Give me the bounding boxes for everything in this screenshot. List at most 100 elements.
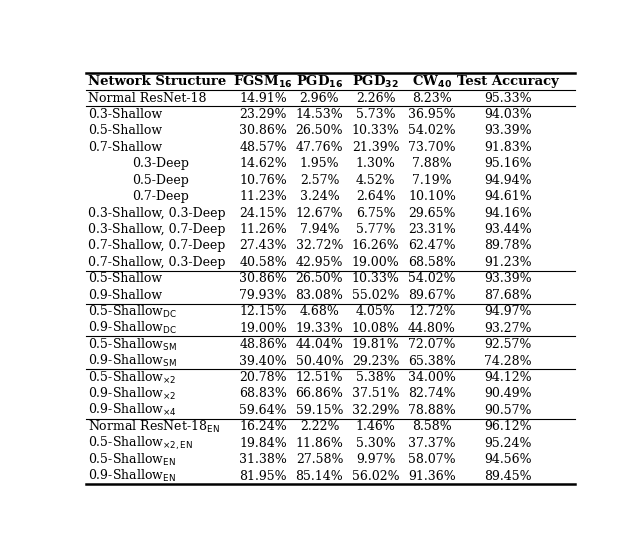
Text: 12.15%: 12.15%	[239, 305, 287, 318]
Text: 19.33%: 19.33%	[296, 322, 343, 335]
Text: 5.38%: 5.38%	[356, 371, 396, 384]
Text: 12.51%: 12.51%	[296, 371, 343, 384]
Text: 34.00%: 34.00%	[408, 371, 456, 384]
Text: 16.24%: 16.24%	[239, 420, 287, 433]
Text: 0.5-Shallow$_{\mathrm{SM}}$: 0.5-Shallow$_{\mathrm{SM}}$	[88, 336, 177, 353]
Text: 48.57%: 48.57%	[239, 141, 287, 154]
Text: 40.58%: 40.58%	[239, 256, 287, 269]
Text: 37.37%: 37.37%	[408, 437, 456, 450]
Text: 65.38%: 65.38%	[408, 355, 456, 368]
Text: 0.5-Shallow: 0.5-Shallow	[88, 124, 162, 138]
Text: 39.40%: 39.40%	[239, 355, 287, 368]
Text: 0.5-Shallow$_{\mathrm{EN}}$: 0.5-Shallow$_{\mathrm{EN}}$	[88, 452, 175, 468]
Text: 29.65%: 29.65%	[408, 207, 456, 220]
Text: 14.62%: 14.62%	[239, 157, 287, 170]
Text: PGD$_{\mathbf{32}}$: PGD$_{\mathbf{32}}$	[352, 73, 399, 90]
Text: 26.50%: 26.50%	[296, 272, 343, 286]
Text: 0.9-Shallow$_{\mathrm{SM}}$: 0.9-Shallow$_{\mathrm{SM}}$	[88, 353, 177, 369]
Text: 3.24%: 3.24%	[300, 190, 339, 203]
Text: 0.9-Shallow$_{\mathrm{EN}}$: 0.9-Shallow$_{\mathrm{EN}}$	[88, 468, 175, 484]
Text: 11.23%: 11.23%	[239, 190, 287, 203]
Text: 0.5-Shallow$_{\mathrm{×2}}$: 0.5-Shallow$_{\mathrm{×2}}$	[88, 369, 177, 386]
Text: 68.83%: 68.83%	[239, 387, 287, 401]
Text: 94.16%: 94.16%	[484, 207, 532, 220]
Text: 0.5-Shallow$_{\mathrm{DC}}$: 0.5-Shallow$_{\mathrm{DC}}$	[88, 304, 177, 320]
Text: 5.77%: 5.77%	[356, 223, 396, 236]
Text: 27.43%: 27.43%	[239, 239, 287, 253]
Text: 26.50%: 26.50%	[296, 124, 343, 138]
Text: 50.40%: 50.40%	[296, 355, 343, 368]
Text: 10.33%: 10.33%	[352, 124, 399, 138]
Text: 0.9-Shallow$_{\mathrm{×2}}$: 0.9-Shallow$_{\mathrm{×2}}$	[88, 386, 177, 402]
Text: 2.57%: 2.57%	[300, 174, 339, 187]
Text: 95.16%: 95.16%	[484, 157, 532, 170]
Text: 91.83%: 91.83%	[484, 141, 532, 154]
Text: 4.05%: 4.05%	[356, 305, 396, 318]
Text: 7.94%: 7.94%	[300, 223, 339, 236]
Text: 12.72%: 12.72%	[408, 305, 456, 318]
Text: 0.3-Shallow, 0.7-Deep: 0.3-Shallow, 0.7-Deep	[88, 223, 225, 236]
Text: 95.24%: 95.24%	[484, 437, 531, 450]
Text: 0.7-Shallow, 0.7-Deep: 0.7-Shallow, 0.7-Deep	[88, 239, 225, 253]
Text: 48.86%: 48.86%	[239, 338, 287, 351]
Text: 23.29%: 23.29%	[239, 108, 287, 121]
Text: 44.04%: 44.04%	[296, 338, 344, 351]
Text: 89.78%: 89.78%	[484, 239, 532, 253]
Text: 62.47%: 62.47%	[408, 239, 456, 253]
Text: PGD$_{\mathbf{16}}$: PGD$_{\mathbf{16}}$	[296, 73, 343, 90]
Text: 93.44%: 93.44%	[484, 223, 532, 236]
Text: 0.7-Shallow: 0.7-Shallow	[88, 141, 162, 154]
Text: 73.70%: 73.70%	[408, 141, 456, 154]
Text: 1.95%: 1.95%	[300, 157, 339, 170]
Text: 93.39%: 93.39%	[484, 272, 532, 286]
Text: 19.81%: 19.81%	[352, 338, 399, 351]
Text: 1.30%: 1.30%	[356, 157, 396, 170]
Text: 83.08%: 83.08%	[296, 289, 344, 302]
Text: 82.74%: 82.74%	[408, 387, 456, 401]
Text: 56.02%: 56.02%	[352, 470, 399, 483]
Text: 0.3-Shallow: 0.3-Shallow	[88, 108, 162, 121]
Text: 94.12%: 94.12%	[484, 371, 532, 384]
Text: 0.7-Deep: 0.7-Deep	[132, 190, 189, 203]
Text: 10.76%: 10.76%	[239, 174, 287, 187]
Text: 7.19%: 7.19%	[412, 174, 452, 187]
Text: 90.49%: 90.49%	[484, 387, 532, 401]
Text: 32.72%: 32.72%	[296, 239, 343, 253]
Text: 31.38%: 31.38%	[239, 453, 287, 466]
Text: 1.46%: 1.46%	[356, 420, 396, 433]
Text: 5.30%: 5.30%	[356, 437, 396, 450]
Text: 14.91%: 14.91%	[239, 92, 287, 105]
Text: 55.02%: 55.02%	[352, 289, 399, 302]
Text: 92.57%: 92.57%	[484, 338, 531, 351]
Text: 19.84%: 19.84%	[239, 437, 287, 450]
Text: 19.00%: 19.00%	[239, 322, 287, 335]
Text: 11.26%: 11.26%	[239, 223, 287, 236]
Text: 81.95%: 81.95%	[239, 470, 287, 483]
Text: CW$_{\mathbf{40}}$: CW$_{\mathbf{40}}$	[412, 73, 452, 90]
Text: 0.3-Shallow, 0.3-Deep: 0.3-Shallow, 0.3-Deep	[88, 207, 225, 220]
Text: 30.86%: 30.86%	[239, 124, 287, 138]
Text: 24.15%: 24.15%	[239, 207, 287, 220]
Text: 29.23%: 29.23%	[352, 355, 399, 368]
Text: Normal ResNet-18: Normal ResNet-18	[88, 92, 207, 105]
Text: 96.12%: 96.12%	[484, 420, 532, 433]
Text: 36.95%: 36.95%	[408, 108, 456, 121]
Text: 37.51%: 37.51%	[352, 387, 399, 401]
Text: 0.3-Deep: 0.3-Deep	[132, 157, 189, 170]
Text: 91.36%: 91.36%	[408, 470, 456, 483]
Text: 23.31%: 23.31%	[408, 223, 456, 236]
Text: 66.86%: 66.86%	[296, 387, 344, 401]
Text: 47.76%: 47.76%	[296, 141, 343, 154]
Text: Normal ResNet-18$_{\mathrm{EN}}$: Normal ResNet-18$_{\mathrm{EN}}$	[88, 419, 220, 435]
Text: 54.02%: 54.02%	[408, 124, 456, 138]
Text: 91.23%: 91.23%	[484, 256, 532, 269]
Text: 93.39%: 93.39%	[484, 124, 532, 138]
Text: 74.28%: 74.28%	[484, 355, 532, 368]
Text: 0.9-Shallow: 0.9-Shallow	[88, 289, 162, 302]
Text: 95.33%: 95.33%	[484, 92, 532, 105]
Text: 14.53%: 14.53%	[296, 108, 343, 121]
Text: 85.14%: 85.14%	[296, 470, 343, 483]
Text: 59.64%: 59.64%	[239, 404, 287, 417]
Text: 78.88%: 78.88%	[408, 404, 456, 417]
Text: 89.67%: 89.67%	[408, 289, 456, 302]
